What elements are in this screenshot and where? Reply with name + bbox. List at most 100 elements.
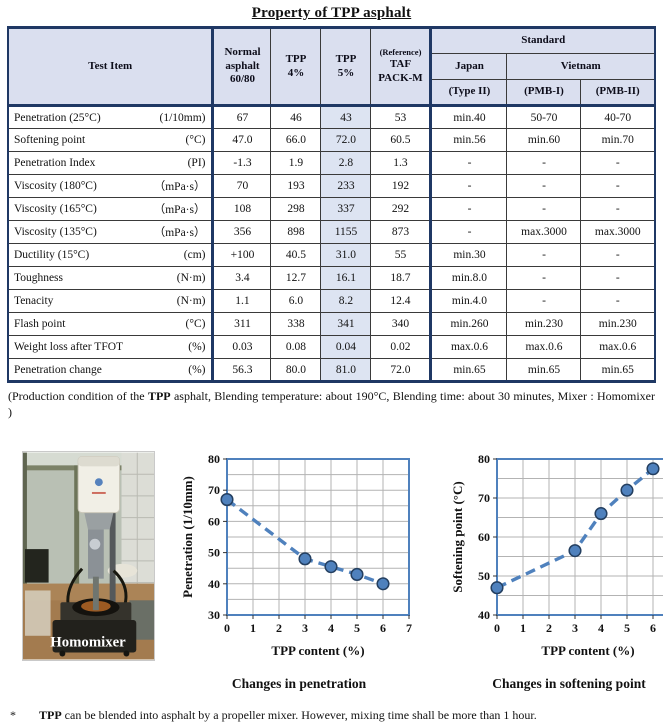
value-cell: 3.4 (212, 266, 272, 290)
svg-text:1: 1 (250, 621, 256, 635)
header-reference-small: (Reference) (379, 47, 422, 58)
table-row: Penetration Index (PI) -1.3 1.9 2.8 1.3- - - (7, 151, 656, 175)
softening-point-chart: 012345674050607080TPP content (%)Softeni… (450, 452, 663, 658)
header-taf-pack-m: (Reference) TAF PACK-M (370, 27, 433, 106)
table-row: Penetration change (%) 56.3 80.0 81.0 72.0 min… (7, 358, 656, 382)
value-cell: 72.0 (370, 358, 433, 382)
svg-text:5: 5 (624, 621, 630, 635)
penetration-chart-caption: Changes in penetration (231, 676, 367, 692)
test-item-name: Viscosity (180°C) (13, 180, 97, 192)
test-item-name: Weight loss after TFOT (13, 341, 124, 353)
test-item-cell: Viscosity (180°C) （mPa·s） (7, 174, 215, 198)
value-cell: min.260 (430, 312, 508, 336)
value-cell: - (506, 151, 582, 175)
value-cell: - (506, 174, 582, 198)
value-cell: min.40 (430, 105, 508, 129)
value-cell: min.8.0 (430, 266, 508, 290)
svg-text:Softening point (°C): Softening point (°C) (450, 482, 465, 593)
svg-text:80: 80 (478, 452, 490, 466)
value-cell: 340 (370, 312, 433, 336)
test-item-unit: (PI) (187, 157, 206, 169)
test-item-unit: (%) (188, 341, 206, 353)
value-cell: max.0.6 (580, 335, 656, 359)
test-item-cell: Viscosity (135°C) （mPa·s） (7, 220, 215, 244)
value-cell: 53 (370, 105, 433, 129)
svg-text:5: 5 (354, 621, 360, 635)
footnote-bold-tpp: TPP (39, 708, 62, 723)
value-cell: - (580, 266, 656, 290)
test-item-cell: Ductility (15°C) (cm) (7, 243, 215, 267)
value-cell: - (506, 289, 582, 313)
softening-point-chart-block: 012345674050607080TPP content (%)Softeni… (449, 451, 663, 692)
test-item-unit: (%) (188, 363, 206, 376)
test-item-unit: （mPa·s） (153, 227, 206, 239)
value-cell: 8.2 (320, 289, 372, 313)
value-cell: 12.4 (370, 289, 433, 313)
value-cell: 1155 (320, 220, 372, 244)
svg-text:TPP content (%): TPP content (%) (541, 643, 634, 658)
test-item-name: Toughness (13, 272, 64, 284)
svg-text:40: 40 (208, 577, 220, 591)
test-item-unit: (N·m) (176, 272, 206, 284)
value-cell: - (506, 266, 582, 290)
value-cell: - (430, 220, 508, 244)
value-cell: 233 (320, 174, 372, 198)
value-cell: 292 (370, 197, 433, 221)
svg-text:0: 0 (224, 621, 230, 635)
value-cell: 873 (370, 220, 433, 244)
value-cell: 0.02 (370, 335, 433, 359)
value-cell: 56.3 (212, 358, 272, 382)
value-cell: - (580, 174, 656, 198)
table-row: Viscosity (165°C) （mPa·s） 108 298 337 292- - - (7, 197, 656, 221)
note-bold-tpp: TPP (147, 389, 171, 403)
value-cell: 60.5 (370, 128, 433, 152)
value-cell: min.65 (580, 358, 656, 382)
svg-text:0: 0 (494, 621, 500, 635)
value-cell: 66.0 (270, 128, 322, 152)
value-cell: 193 (270, 174, 322, 198)
value-cell: 80.0 (270, 358, 322, 382)
svg-text:3: 3 (302, 621, 308, 635)
svg-text:1: 1 (520, 621, 526, 635)
test-item-unit: (°C) (185, 134, 206, 146)
value-cell: 40.5 (270, 243, 322, 267)
value-cell: min.70 (580, 128, 656, 152)
svg-text:70: 70 (478, 491, 490, 505)
value-cell: min.30 (430, 243, 508, 267)
table-row: Penetration (25°C) (1/10mm) 67 46 43 53 min.40… (7, 105, 656, 129)
footnote-text-rest: can be blended into asphalt by a propell… (61, 708, 537, 723)
test-item-cell: Tenacity (N·m) (7, 289, 215, 313)
svg-text:50: 50 (208, 546, 220, 560)
value-cell: 67 (212, 105, 272, 129)
test-item-cell: Penetration (25°C) (1/10mm) (7, 105, 215, 129)
value-cell: min.56 (430, 128, 508, 152)
test-item-unit: (N·m) (176, 295, 206, 307)
value-cell: 311 (212, 312, 272, 336)
production-condition-note: (Production condition of the TPP asphalt… (8, 388, 655, 420)
value-cell: 43 (320, 105, 372, 129)
value-cell: 341 (320, 312, 372, 336)
value-cell: min.65 (506, 358, 582, 382)
value-cell: 1.1 (212, 289, 272, 313)
value-cell: 46 (270, 105, 322, 129)
homomixer-photo-image: Homomixer (22, 451, 155, 662)
header-standard: Standard (430, 27, 656, 54)
property-table: Test Item Normal asphalt 60/80 TPP 4% TP… (6, 26, 656, 383)
value-cell: 1.3 (370, 151, 433, 175)
svg-text:60: 60 (208, 515, 220, 529)
table-row: Weight loss after TFOT (%) 0.03 0.08 0.04 0.0… (7, 335, 656, 359)
table-row: Flash point (°C) 311 338 341 340 min.260 min.23… (7, 312, 656, 336)
value-cell: min.60 (506, 128, 582, 152)
footnote-text: TPP can be blended into asphalt by a pro… (39, 708, 537, 723)
svg-text:70: 70 (208, 484, 220, 498)
value-cell: 70 (212, 174, 272, 198)
table-row: Viscosity (180°C) （mPa·s） 70 193 233 192- - - (7, 174, 656, 198)
svg-text:7: 7 (406, 621, 412, 635)
header-vietnam: Vietnam (506, 53, 656, 80)
test-item-name: Viscosity (165°C) (13, 203, 97, 215)
penetration-chart: 0 1 2 3 4 5 6 7 30 40 50 60 70 80 TPP content (%) Penet… (180, 452, 412, 658)
value-cell: 338 (270, 312, 322, 336)
svg-text:6: 6 (650, 621, 656, 635)
value-cell: 0.08 (270, 335, 322, 359)
table-header: Test Item Normal asphalt 60/80 TPP 4% TP… (7, 27, 656, 106)
